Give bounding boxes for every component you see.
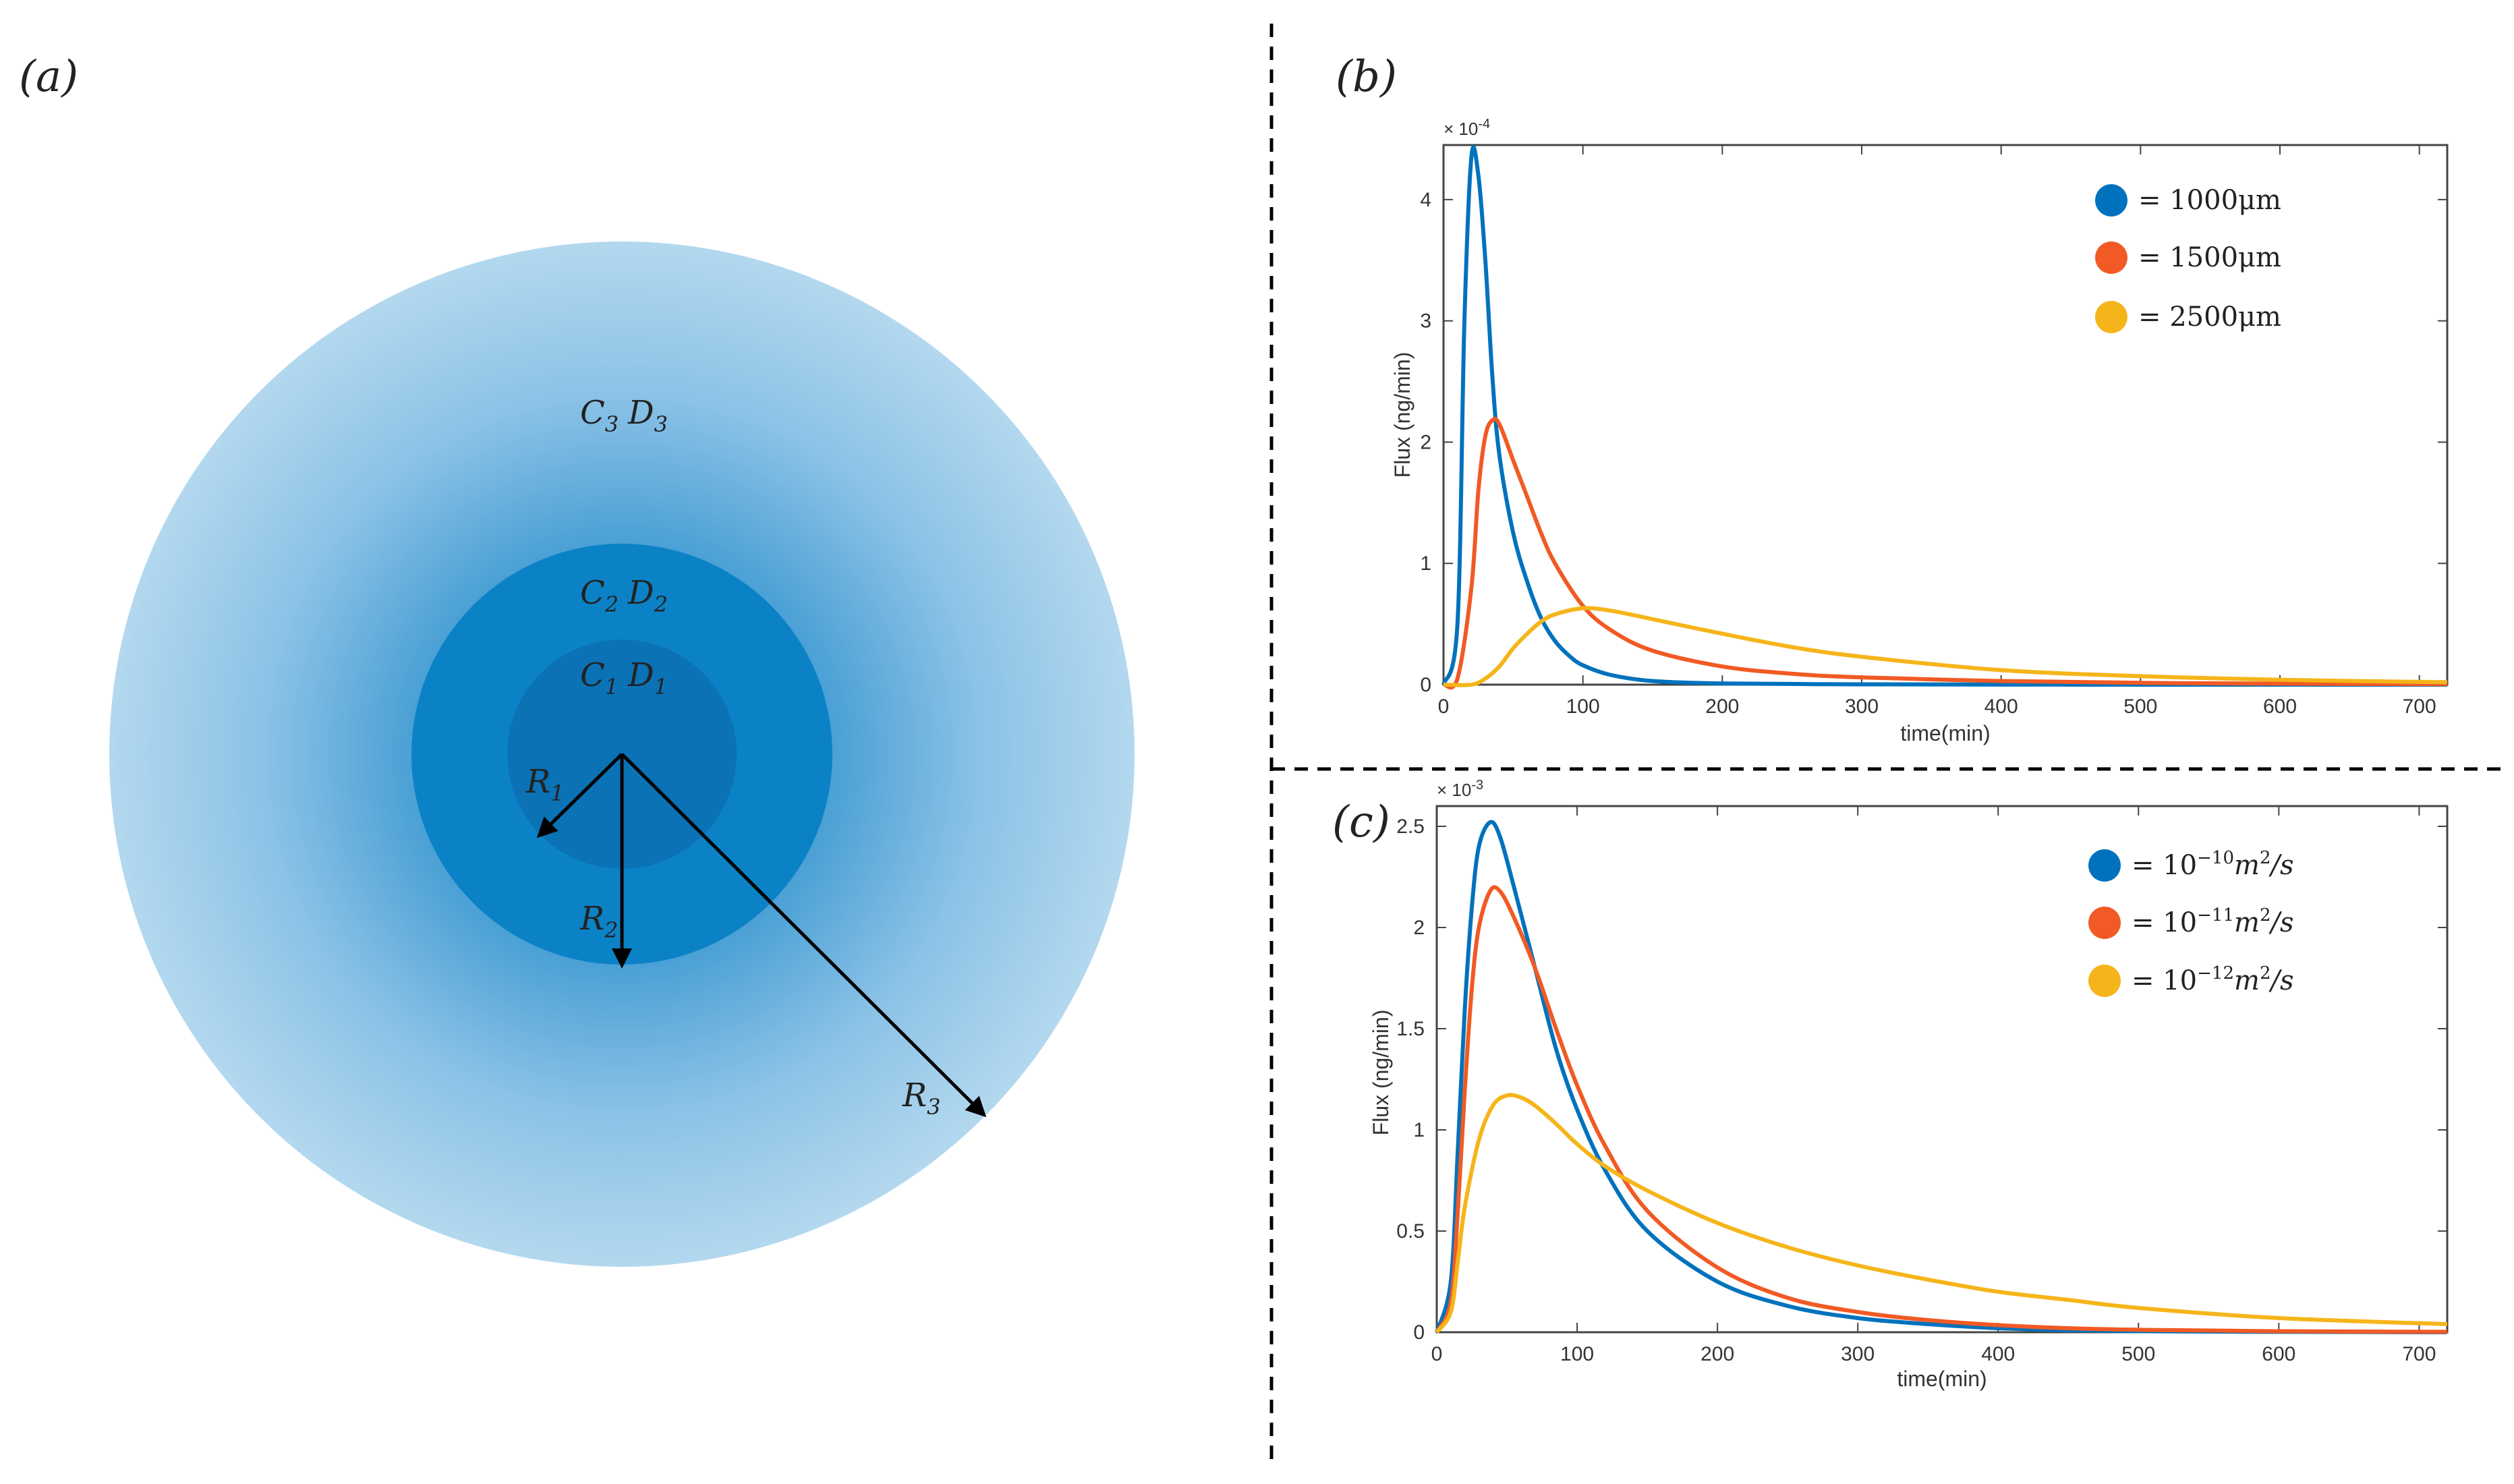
legend-text-b-3: = 2500μm: [2138, 302, 2281, 333]
x-tick-label-c: 500: [2121, 1343, 2155, 1365]
legend-text-b-2: = 1500μm: [2138, 242, 2281, 273]
ylabel-b: Flux (ng/min): [1390, 352, 1415, 478]
radius-arrow-r1: [536, 753, 623, 838]
y-tick-label-c: 0.5: [1396, 1220, 1425, 1243]
exponent-c: × 10-3: [1437, 778, 1483, 800]
panel-label-a: (a): [19, 52, 78, 102]
radius-label-r1: R1: [525, 763, 565, 806]
y-tick-label-c: 1.5: [1396, 1018, 1425, 1040]
chart-c: 0 100 200 300 400 500 600 700 0 0.5 1 1.5 2 2.5 × 10-…: [1369, 778, 2449, 1391]
legend-marker-b-2: [2095, 241, 2127, 274]
axes-c: 0 100 200 300 400 500 600 700 0 0.5 1 1.5 2 2.5: [1396, 806, 2447, 1365]
y-tick-label-c: 2.5: [1396, 816, 1425, 838]
x-tick-label-c: 600: [2262, 1343, 2295, 1365]
ylabel-c: Flux (ng/min): [1369, 1010, 1393, 1136]
x-tick-label-c: 400: [1981, 1343, 2015, 1365]
panel-label-c: (c): [1332, 797, 1390, 847]
radius-label-r2: R2: [579, 900, 619, 943]
series-line-c-3: [1435, 1093, 2448, 1334]
x-tick-label-c: 200: [1701, 1343, 1734, 1365]
x-tick-label-b: 700: [2403, 695, 2436, 718]
legend-c: = 10−10m2/s = 10−11m2/s = 10−12m2/s: [2088, 848, 2294, 997]
y-tick-label-c: 1: [1413, 1119, 1425, 1141]
x-tick-label-c: 300: [1841, 1343, 1875, 1365]
panel-label-b: (b): [1336, 52, 1397, 102]
x-tick-label-b: 300: [1845, 695, 1879, 718]
x-tick-label-b: 100: [1566, 695, 1600, 718]
legend-marker-b-3: [2095, 301, 2127, 333]
x-tick-label-c: 100: [1560, 1343, 1594, 1365]
series-b: [1441, 145, 2448, 689]
concentric-diagram: C3 D3 C2 D2 C1 D1 R1 R2 R3: [109, 241, 1135, 1267]
exponent-b: × 10-4: [1444, 117, 1490, 139]
x-tick-label-b: 600: [2263, 695, 2297, 718]
y-tick-label-b: 0: [1420, 674, 1431, 696]
series-line-c-2: [1435, 885, 2448, 1334]
plot-area-b: [1442, 144, 2449, 686]
axes-b: 0 100 200 300 400 500 600 700 0 1 2 3 4: [1420, 145, 2447, 718]
series-c: [1435, 820, 2448, 1334]
x-tick-label-b: 500: [2123, 695, 2157, 718]
x-tick-label-c: 700: [2402, 1343, 2436, 1365]
region-label-2: C2 D2: [580, 574, 668, 617]
x-tick-label-b: 0: [1438, 695, 1450, 718]
y-tick-label-c: 2: [1413, 917, 1425, 939]
legend-marker-b-1: [2095, 184, 2127, 217]
legend-text-c-2: = 10−11m2/s: [2132, 905, 2294, 938]
region-label-1: C1 D1: [580, 656, 668, 700]
x-tick-label-b: 200: [1705, 695, 1739, 718]
series-line-b-3: [1443, 606, 2448, 687]
y-tick-label-b: 1: [1420, 552, 1431, 575]
legend-marker-c-3: [2088, 965, 2121, 997]
region-label-3: C3 D3: [580, 394, 668, 437]
legend-marker-c-2: [2088, 907, 2121, 939]
legend-text-c-3: = 10−12m2/s: [2132, 963, 2294, 996]
legend-text-b-1: = 1000μm: [2138, 185, 2281, 216]
xlabel-c: time(min): [1897, 1367, 1987, 1391]
y-tick-label-b: 3: [1420, 310, 1431, 333]
x-tick-label-c: 0: [1431, 1343, 1443, 1365]
legend-text-c-1: = 10−10m2/s: [2132, 848, 2294, 881]
legend-marker-c-1: [2088, 849, 2121, 882]
y-tick-label-b: 2: [1420, 431, 1431, 453]
series-line-b-2: [1442, 416, 2448, 689]
xlabel-b: time(min): [1900, 721, 1990, 745]
radius-label-r3: R3: [902, 1077, 941, 1120]
y-tick-label-c: 0: [1413, 1321, 1425, 1344]
chart-b: 0 100 200 300 400 500 600 700 0 1 2 3 4 × 10-4 time(…: [1390, 117, 2449, 745]
plot-area-c: [1435, 805, 2449, 1334]
y-tick-label-b: 4: [1420, 189, 1431, 211]
x-tick-label-b: 400: [1984, 695, 2018, 718]
radius-arrow-r3: [621, 753, 987, 1118]
legend-b: = 1000μm = 1500μm = 2500μm: [2095, 184, 2281, 333]
